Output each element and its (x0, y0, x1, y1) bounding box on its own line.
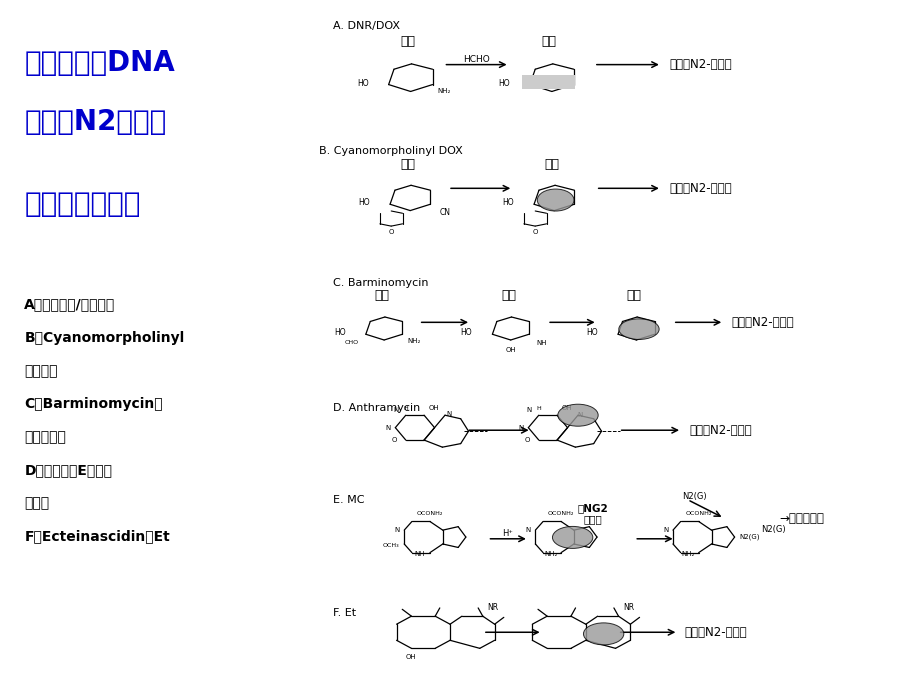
Text: 霉素；: 霉素； (24, 496, 50, 510)
Text: H⁺: H⁺ (502, 529, 513, 538)
Text: NH: NH (414, 551, 425, 557)
Text: NH₂: NH₂ (406, 338, 420, 344)
Text: N: N (392, 406, 398, 413)
Text: 鸟嘌呤N2的抗肿: 鸟嘌呤N2的抗肿 (24, 108, 166, 136)
Text: A. DNR/DOX: A. DNR/DOX (333, 21, 400, 30)
Text: HO: HO (357, 199, 369, 208)
Text: 单NG2: 单NG2 (577, 504, 607, 513)
Text: NH₂: NH₂ (681, 551, 695, 557)
Text: HO: HO (585, 328, 597, 337)
Text: NH: NH (536, 339, 546, 346)
Text: 鸟嘌呤N2-烷基化: 鸟嘌呤N2-烷基化 (688, 424, 751, 437)
Text: E. MC: E. MC (333, 495, 365, 505)
Text: N: N (576, 412, 582, 418)
Text: NR: NR (487, 604, 498, 613)
Text: O: O (388, 228, 393, 235)
Text: N2(G): N2(G) (681, 492, 706, 501)
Text: B：Cyanomorpholinyl: B：Cyanomorpholinyl (24, 331, 185, 345)
Ellipse shape (537, 189, 573, 211)
Text: D. Anthramycin: D. Anthramycin (333, 404, 420, 413)
Text: C：Barminomycin，: C：Barminomycin， (24, 397, 163, 411)
Text: HO: HO (334, 328, 346, 337)
Text: OH: OH (562, 405, 572, 411)
Text: CN: CN (439, 208, 450, 217)
Text: C. Barminomycin: C. Barminomycin (333, 277, 428, 288)
Text: OCONH₂: OCONH₂ (548, 511, 573, 515)
Text: 苷元: 苷元 (374, 289, 389, 302)
Text: A：柔红霉素/阿霉素；: A：柔红霉素/阿霉素； (24, 297, 116, 311)
Text: 鸟嘌呤N2-烷基化: 鸟嘌呤N2-烷基化 (731, 316, 793, 329)
Text: HO: HO (460, 328, 471, 337)
Text: OH: OH (405, 653, 416, 660)
Text: 鸟嘌呤N2-烷基化: 鸟嘌呤N2-烷基化 (684, 626, 746, 639)
Text: 鸟嘌呤N2-烷基化: 鸟嘌呤N2-烷基化 (668, 58, 731, 71)
Text: 苷元: 苷元 (541, 34, 556, 48)
Ellipse shape (557, 404, 597, 426)
Text: F：Ecteinascidin，Et: F：Ecteinascidin，Et (24, 529, 170, 543)
Text: F. Et: F. Et (333, 607, 357, 618)
Text: NH₂: NH₂ (543, 551, 557, 557)
Text: D：恩霉素；E：丝裂: D：恩霉素；E：丝裂 (24, 463, 112, 477)
Text: HCHO: HCHO (462, 55, 489, 63)
Text: HO: HO (357, 79, 368, 88)
Text: OH: OH (428, 405, 439, 411)
Text: N: N (518, 424, 523, 431)
Text: CHO: CHO (344, 340, 358, 345)
Text: 苷元: 苷元 (544, 159, 559, 171)
Text: OH: OH (505, 347, 516, 353)
Text: OCH₃: OCH₃ (382, 543, 399, 548)
Text: NHCHOH: NHCHOH (533, 81, 563, 86)
Text: 烷基化: 烷基化 (583, 514, 602, 524)
Ellipse shape (618, 319, 658, 339)
Text: 阿霉素；: 阿霉素； (24, 364, 58, 378)
Text: OCONH₂: OCONH₂ (416, 511, 443, 515)
Text: 一些作用于DNA: 一些作用于DNA (24, 50, 175, 77)
Text: NH₂: NH₂ (437, 88, 450, 95)
Text: NR: NR (622, 604, 633, 613)
Text: N2(G): N2(G) (760, 524, 785, 533)
Text: HO: HO (497, 79, 509, 88)
Text: N: N (526, 406, 531, 413)
Text: N: N (447, 411, 451, 417)
Text: O: O (524, 437, 529, 443)
Text: B. Cyanomorpholinyl DOX: B. Cyanomorpholinyl DOX (318, 146, 462, 156)
Text: 苷元: 苷元 (501, 289, 516, 302)
Ellipse shape (551, 526, 592, 549)
Text: HO: HO (502, 199, 514, 208)
Text: 苷元: 苷元 (400, 34, 414, 48)
Text: 瘤抗生素的机制: 瘤抗生素的机制 (24, 190, 141, 218)
Text: H: H (536, 406, 540, 411)
Text: 次红霉素；: 次红霉素； (24, 431, 66, 444)
Text: N: N (663, 527, 668, 533)
Text: N: N (394, 527, 399, 533)
FancyBboxPatch shape (522, 75, 574, 89)
Text: N: N (385, 424, 391, 431)
Text: N2(G): N2(G) (738, 534, 759, 540)
Text: 苷元: 苷元 (626, 289, 641, 302)
Text: →交链加合物: →交链加合物 (778, 512, 823, 524)
Ellipse shape (583, 623, 623, 645)
Text: 苷元: 苷元 (400, 159, 414, 171)
Text: O: O (391, 437, 396, 443)
Text: H: H (403, 406, 408, 411)
Text: N: N (525, 527, 530, 533)
Text: OCONH₂: OCONH₂ (685, 511, 711, 515)
Text: O: O (532, 228, 538, 235)
Text: 鸟嘌呤N2-烷基化: 鸟嘌呤N2-烷基化 (668, 181, 731, 195)
Text: N: N (552, 197, 558, 203)
